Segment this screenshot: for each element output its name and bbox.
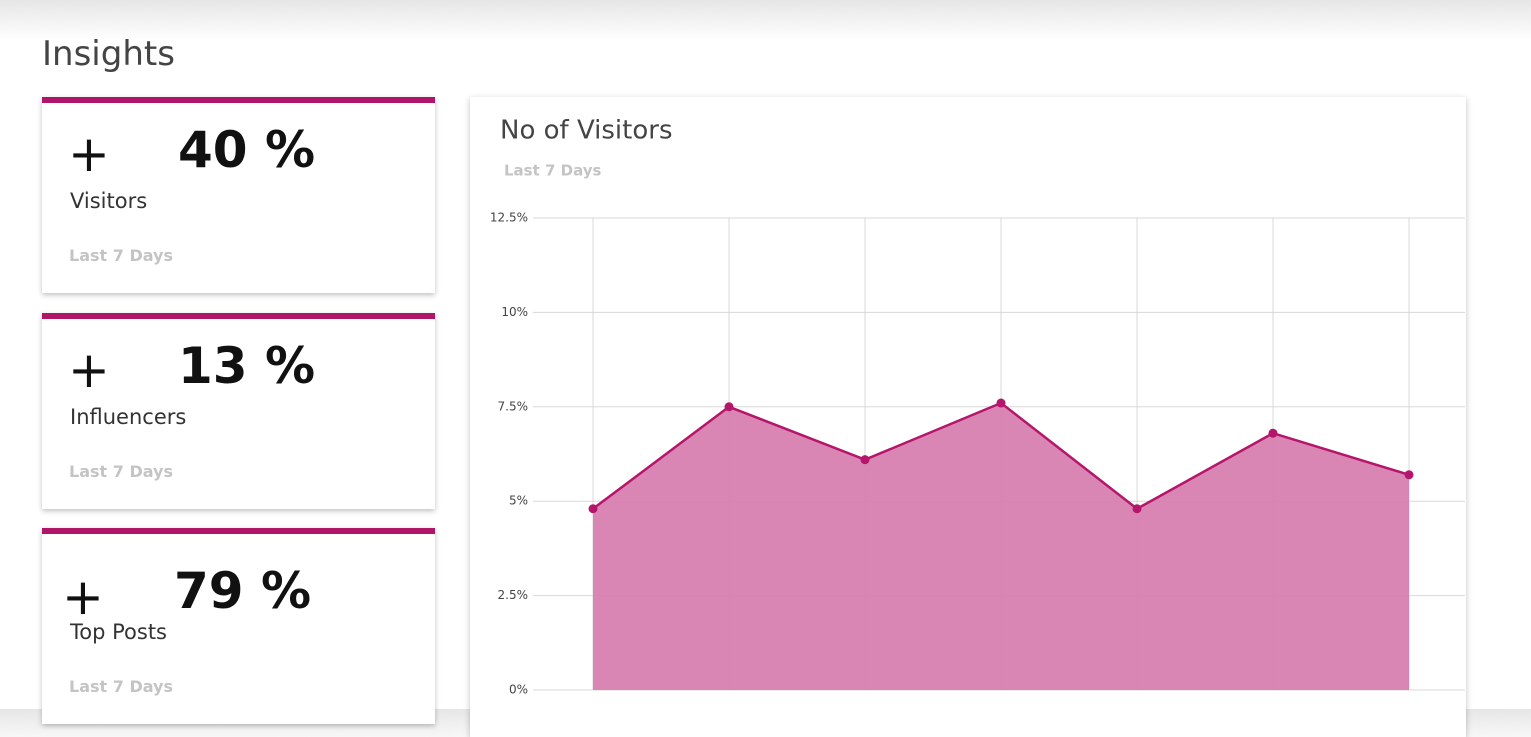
stat-period: Last 7 Days [69,677,173,696]
stat-card: + 40 % Visitors Last 7 Days [42,97,435,293]
stat-value: 40 % [178,121,316,179]
stat-value: 13 % [178,337,316,395]
y-tick-label: 7.5% [498,399,529,413]
y-tick-label: 12.5% [490,211,528,225]
area [593,403,1409,690]
point [588,504,598,514]
point [996,398,1006,408]
point [724,402,734,412]
stat-label: Top Posts [70,620,167,644]
stat-label: Influencers [70,405,187,429]
point [1132,504,1142,514]
stat-card: + 13 % Influencers Last 7 Days [42,313,435,509]
chart-title: No of Visitors [500,116,673,146]
sign: + [68,125,110,183]
y-tick-label: 2.5% [498,588,529,602]
page-title: Insights [42,34,175,74]
point [860,455,870,465]
chart: No of Visitors Last 7 Days 0% 2.5% 5% 7.5% 1… [490,116,1465,697]
stat-value: 79 % [174,562,312,620]
point [1268,428,1278,438]
page-body: Insights + 40 % Visitors Last 7 Days + 1… [0,0,1531,709]
sign: + [68,341,110,399]
stat-period: Last 7 Days [69,246,173,265]
stat-label: Visitors [70,189,148,213]
point [1404,470,1414,480]
y-tick-label: 10% [501,305,528,319]
sign: + [62,568,104,626]
stat-card: + 79 % Top Posts Last 7 Days [42,528,435,724]
y-tick-label: 5% [509,494,528,508]
y-tick-label: 0% [509,683,528,697]
chart-subtitle: Last 7 Days [504,162,602,180]
stat-period: Last 7 Days [69,462,173,481]
page: {"title": "Insights", "cards": [ {"sign"… [0,0,1531,709]
